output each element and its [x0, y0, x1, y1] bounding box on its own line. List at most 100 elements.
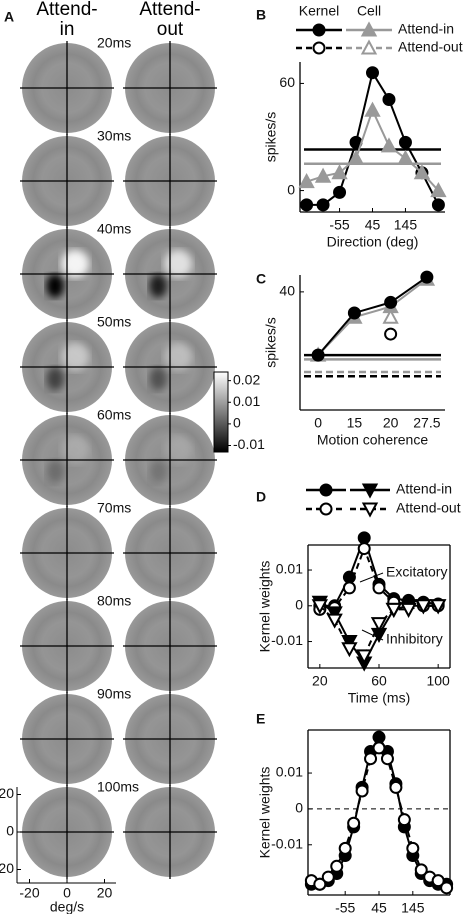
marker [357, 531, 371, 545]
marker [414, 863, 428, 877]
marker [357, 542, 371, 556]
marker [406, 841, 420, 855]
annotation-leader [361, 629, 384, 641]
marker [331, 164, 348, 180]
x-tick-label: -55 [329, 217, 349, 233]
panel-label: C [256, 271, 266, 287]
colorbar-tick-label: -0.01 [233, 436, 265, 452]
y-axis-label: spikes/s [263, 112, 279, 163]
legend-marker [312, 23, 326, 37]
marker [400, 602, 417, 618]
time-label: 30ms [97, 128, 131, 144]
marker [415, 599, 432, 615]
y-tick-label: 0 [295, 800, 303, 816]
y-tick-label: -20 [0, 860, 14, 876]
legend-marker [360, 39, 378, 55]
marker [429, 599, 447, 615]
x-tick-label: 20 [383, 415, 399, 431]
annotation: Inhibitory [386, 631, 443, 647]
marker [326, 613, 343, 629]
panel-label: A [4, 9, 14, 25]
marker [356, 649, 373, 665]
series-line [317, 276, 428, 356]
time-label: 50ms [97, 314, 131, 330]
marker [431, 198, 445, 212]
marker [347, 306, 361, 320]
kernel-spot [61, 250, 89, 278]
kernel-spot [164, 250, 192, 278]
x-tick-label: 145 [401, 900, 425, 914]
colorbar-tick-label: 0 [233, 415, 241, 431]
marker [333, 185, 347, 199]
x-axis-label: Time (ms) [348, 690, 410, 706]
x-tick-label: 100 [426, 673, 450, 689]
legend-marker [361, 483, 379, 499]
marker [382, 308, 399, 324]
marker [384, 327, 398, 341]
marker [366, 66, 379, 80]
marker [397, 149, 414, 165]
x-tick-label: 45 [371, 900, 387, 914]
x-tick-label: 0 [314, 415, 322, 431]
kernel-spot [149, 460, 167, 484]
x-tick-label: -20 [19, 885, 39, 901]
marker [342, 581, 356, 595]
y-axis-label: spikes/s [263, 317, 279, 368]
kernel-spot [46, 460, 64, 484]
y-tick-label: -0.01 [271, 835, 303, 851]
marker [311, 348, 325, 362]
y-axis-label: Kernel weights [257, 561, 273, 653]
panel-label: E [256, 711, 265, 727]
x-tick-label: 45 [365, 217, 381, 233]
y-tick-label: -0.01 [271, 632, 303, 648]
series-line [317, 278, 428, 356]
marker [431, 874, 445, 888]
marker [313, 877, 327, 891]
x-tick-label: 60 [371, 673, 387, 689]
marker [398, 135, 412, 149]
kernel-spot [61, 343, 89, 371]
x-axis-label: Motion coherence [317, 432, 429, 448]
legend-title: Cell [357, 3, 381, 19]
marker [389, 780, 403, 794]
marker [338, 841, 352, 855]
legend-marker [319, 502, 333, 516]
marker [420, 270, 434, 284]
legend-label: Attend-in [398, 21, 454, 37]
marker [298, 173, 315, 189]
series-line [306, 70, 440, 206]
colorbar [213, 371, 229, 453]
x-tick-label: 27.5 [413, 415, 440, 431]
x-tick-label: 15 [347, 415, 363, 431]
marker [370, 617, 388, 633]
marker [413, 164, 431, 180]
marker [372, 730, 386, 744]
marker [372, 581, 386, 595]
marker [430, 181, 447, 198]
y-axis-label: Kernel weights [257, 767, 273, 859]
y-tick-label: 0 [6, 823, 14, 839]
legend-marker [361, 502, 379, 518]
marker [330, 859, 344, 873]
panel-label: B [256, 7, 266, 23]
legend-marker [319, 483, 333, 497]
column-header: Attend-out [139, 0, 201, 40]
marker [384, 295, 398, 309]
legend-marker [312, 41, 326, 55]
time-label: 90ms [97, 686, 131, 702]
marker [380, 137, 398, 153]
marker [347, 816, 361, 830]
annotation-leader [359, 572, 384, 583]
panel-label: D [256, 489, 266, 505]
colorbar-tick-label: 0.02 [233, 371, 260, 387]
marker [321, 870, 335, 884]
y-tick-label: 0 [295, 596, 303, 612]
marker [397, 813, 411, 827]
marker [372, 741, 386, 755]
x-tick-label: -55 [335, 900, 355, 914]
marker [355, 784, 369, 798]
legend-label: Attend-out [396, 500, 461, 516]
time-label: 60ms [97, 407, 131, 423]
